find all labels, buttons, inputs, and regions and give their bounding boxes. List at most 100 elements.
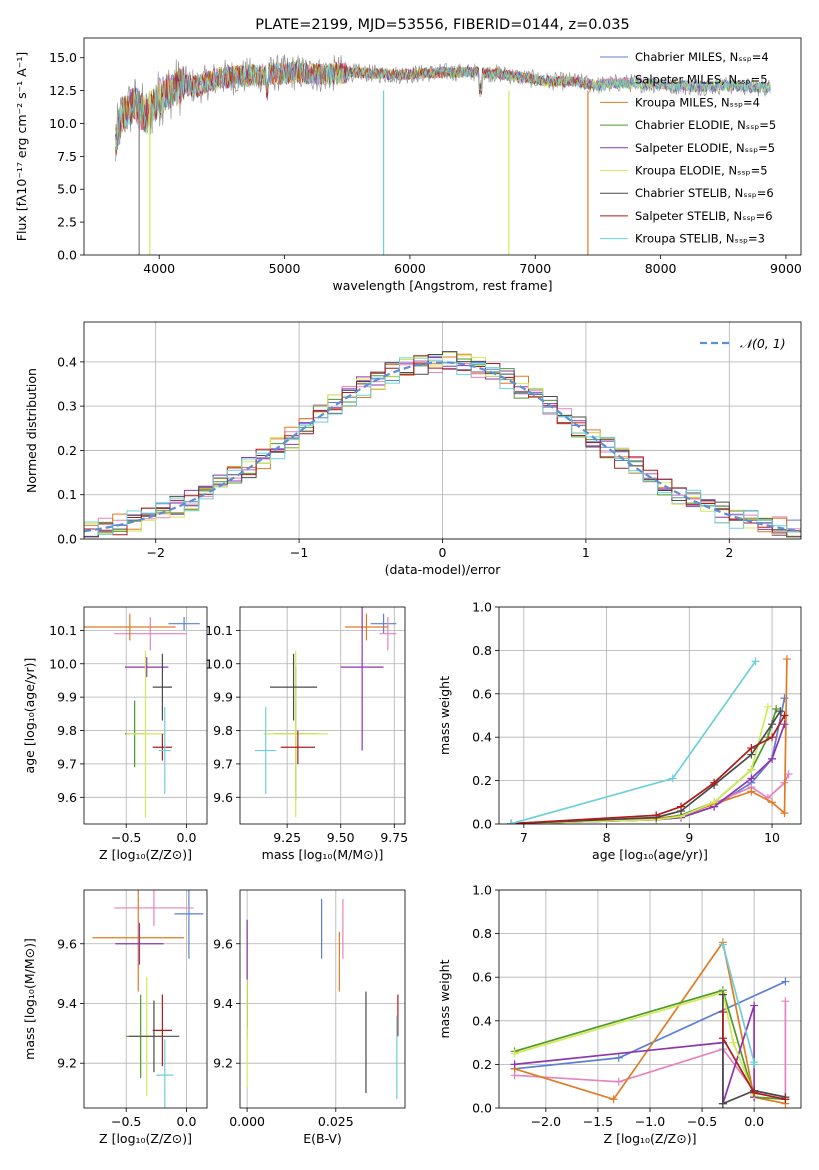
- errorbar-point: [174, 890, 204, 959]
- x-tick-label: 10: [764, 830, 780, 845]
- plot-area: [246, 898, 399, 1100]
- y-tick-label: 9.8: [57, 723, 77, 738]
- chart-mass_vs_EBV: 0.000 0.025 9.2 9.4 9.6 E(B-V): [213, 889, 406, 1146]
- weight-marker: [718, 1034, 727, 1043]
- errorbar-point: [263, 650, 328, 818]
- weight-series-2: [511, 659, 788, 824]
- errorbar-point: [280, 730, 315, 764]
- weight-marker: [510, 1049, 519, 1058]
- y-tick-label: 9.6: [213, 936, 233, 951]
- chart-weight_vs_Z: −2.0 −1.5 −1.0 −0.5 0.0 0.0 0.2 0.4 0.6 0.8 1.0 Z […: [437, 883, 802, 1146]
- errorbar-point: [126, 650, 165, 818]
- x-tick-label: 9000: [770, 261, 802, 276]
- weight-marker: [750, 1001, 759, 1010]
- gridlines: [499, 606, 801, 825]
- plot-area: [507, 655, 793, 824]
- errorbar-point: [114, 890, 194, 926]
- x-tick-label: 2: [725, 545, 733, 560]
- legend: Chabrier MILES, Nₛₛₚ=4 Salpeter MILES, Nₛ…: [600, 50, 776, 246]
- gridlines: [84, 890, 207, 1108]
- weight-marker: [768, 720, 777, 729]
- y-tick-label: 0.8: [472, 926, 492, 941]
- x-tick-label: −1: [290, 545, 308, 560]
- legend-entry: 𝒩(0, 1): [740, 336, 786, 351]
- weight-marker: [781, 997, 790, 1006]
- normal-curve: [84, 361, 801, 533]
- errorbar-point: [152, 994, 173, 1067]
- weight-marker: [677, 802, 686, 811]
- y-tick-label: 0.0: [472, 817, 492, 832]
- weight-series-6: [511, 710, 782, 824]
- weight-marker: [768, 798, 777, 807]
- x-tick-label: −0.5: [111, 830, 141, 845]
- weight-marker: [609, 1095, 618, 1104]
- y-tick-label: 10.0: [49, 656, 77, 671]
- axes-frame: [498, 606, 802, 825]
- plot-area: [255, 607, 397, 818]
- weight-marker: [510, 1060, 519, 1069]
- errorbar-point: [270, 653, 318, 721]
- spectrum-series-8: [115, 61, 771, 151]
- axes-frame: [498, 889, 802, 1109]
- errorbar-point: [255, 707, 277, 794]
- weight-marker: [747, 765, 756, 774]
- y-tick-label: 9.6: [57, 936, 77, 951]
- axes-frame: [239, 606, 406, 825]
- legend-entry: Kroupa MILES, Nₛₛₚ=4: [635, 95, 760, 109]
- y-tick-label: 9.9: [213, 690, 233, 705]
- weight-series-4: [511, 723, 786, 824]
- y-tick-label: 0.4: [57, 354, 77, 369]
- errorbar-point: [84, 613, 176, 641]
- axes-frame: [83, 889, 208, 1109]
- weight-series-7: [511, 715, 786, 824]
- y-tick-label: 7.5: [57, 149, 77, 164]
- chart-age_vs_Z: −0.5 0.0 9.6 9.7 9.8 9.9 10.0 10.1 Z [log₁₀(Z/Z⊙…: [22, 606, 208, 862]
- x-tick-label: 9.25: [273, 830, 301, 845]
- weight-marker: [780, 720, 789, 729]
- x-tick-label: 0.0: [177, 830, 197, 845]
- x-tick-label: −0.5: [687, 1114, 717, 1129]
- y-tick-label: 9.6: [57, 790, 77, 805]
- weight-series-1: [514, 1001, 787, 1099]
- errorbar-point: [345, 613, 388, 641]
- weight-series-5: [514, 991, 755, 1096]
- weight-marker: [718, 990, 727, 999]
- weight-marker: [710, 778, 719, 787]
- y-axis-label: age [log₁₀(age/yr)]: [22, 658, 37, 774]
- y-axis-label: Flux [fλ10⁻¹⁷ erg cm⁻² s⁻¹ A⁻¹]: [14, 52, 29, 241]
- y-axis-label: Normed distribution: [24, 368, 39, 493]
- chart-spectrum: 4000 5000 6000 7000 8000 9000 0.0 2.5 5.0 7.5 10.0…: [14, 17, 802, 293]
- x-axis-label: wavelength [Angstrom, rest frame]: [332, 278, 552, 293]
- gridlines: [240, 890, 405, 1108]
- y-tick-label: 12.5: [49, 83, 77, 98]
- y-tick-label: 0.8: [472, 643, 492, 658]
- errorbar-point: [379, 617, 397, 651]
- y-tick-label: 9.6: [213, 790, 233, 805]
- x-tick-label: −2.0: [531, 1114, 561, 1129]
- weight-series-4: [514, 1005, 755, 1104]
- axes-frame: [239, 889, 406, 1109]
- y-axis-label: mass weight: [437, 676, 452, 755]
- y-tick-label: 9.4: [57, 996, 77, 1011]
- weight-marker: [652, 811, 661, 820]
- plot-area: [84, 613, 200, 818]
- x-tick-label: 8000: [645, 261, 677, 276]
- errorbar-point: [158, 707, 171, 794]
- errorbar-point: [152, 733, 173, 761]
- weight-marker: [768, 754, 777, 763]
- y-axis-label: mass weight: [437, 959, 452, 1038]
- x-tick-label: 9.50: [327, 830, 355, 845]
- x-tick-label: 0.000: [229, 1114, 265, 1129]
- errorbar-point: [125, 657, 169, 678]
- axes-frame: [83, 321, 802, 540]
- y-tick-label: 5.0: [57, 182, 77, 197]
- y-tick-label: 9.7: [57, 756, 77, 771]
- x-tick-label: −1.0: [635, 1114, 665, 1129]
- weight-series-7: [722, 1012, 786, 1101]
- weight-marker: [614, 1053, 623, 1062]
- legend-entry: Chabrier STELIB, Nₛₛₚ=6: [635, 186, 774, 200]
- errorbar-point: [128, 1000, 180, 1073]
- y-tick-label: 0.0: [472, 1101, 492, 1116]
- x-tick-label: 7000: [519, 261, 551, 276]
